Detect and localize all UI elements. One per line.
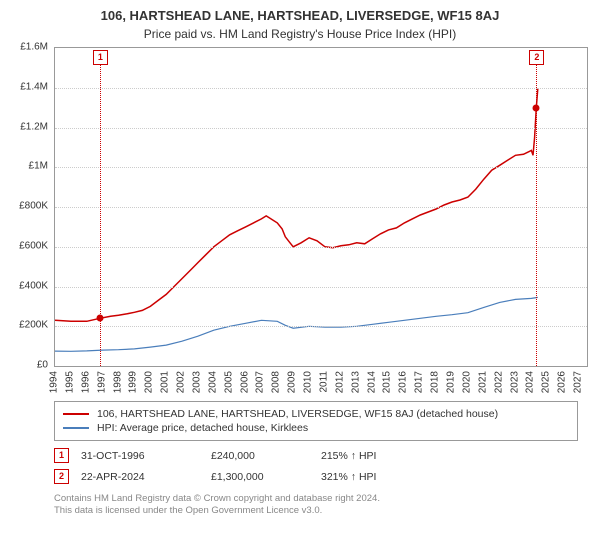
y-tick-label: £800K <box>19 201 48 212</box>
sale-row-marker: 1 <box>54 448 69 463</box>
sale-marker-dot <box>533 104 540 111</box>
legend-swatch <box>63 413 89 415</box>
x-tick-label: 2017 <box>414 371 425 393</box>
sale-marker-dot <box>96 315 103 322</box>
y-gridline <box>55 167 587 168</box>
y-tick-label: £1.2M <box>20 121 48 132</box>
x-tick-label: 2003 <box>191 371 202 393</box>
sale-row: 1 31-OCT-1996£240,000215% ↑ HPI <box>54 445 578 466</box>
y-gridline <box>55 88 587 89</box>
x-tick-label: 2026 <box>557 371 568 393</box>
x-tick-label: 1996 <box>80 371 91 393</box>
y-tick-label: £1.6M <box>20 42 48 53</box>
y-tick-label: £200K <box>19 320 48 331</box>
x-tick-label: 2009 <box>287 371 298 393</box>
x-tick-label: 2013 <box>350 371 361 393</box>
chart-area: 12 1994199519961997199819992000200120022… <box>54 47 588 395</box>
sale-date: 22-APR-2024 <box>81 471 211 483</box>
x-tick-label: 2025 <box>541 371 552 393</box>
sale-marker-number: 1 <box>93 50 108 65</box>
x-tick-label: 1995 <box>64 371 75 393</box>
sale-price: £240,000 <box>211 450 321 462</box>
x-tick-label: 2000 <box>144 371 155 393</box>
x-tick-label: 2011 <box>318 371 329 393</box>
legend-row: HPI: Average price, detached house, Kirk… <box>63 422 569 434</box>
x-tick-label: 2006 <box>239 371 250 393</box>
x-tick-label: 2008 <box>271 371 282 393</box>
chart-subtitle: Price paid vs. HM Land Registry's House … <box>0 23 600 47</box>
y-gridline <box>55 207 587 208</box>
x-axis: 1994199519961997199819992000200120022003… <box>54 367 588 395</box>
y-gridline <box>55 287 587 288</box>
sale-row-marker: 2 <box>54 469 69 484</box>
x-tick-label: 2002 <box>176 371 187 393</box>
x-tick-label: 2012 <box>334 371 345 393</box>
x-tick-label: 1997 <box>96 371 107 393</box>
series-line-hpi <box>55 297 538 351</box>
x-tick-label: 2023 <box>509 371 520 393</box>
attribution-line-2: This data is licensed under the Open Gov… <box>54 505 578 517</box>
sales-table: 1 31-OCT-1996£240,000215% ↑ HPI 2 22-APR-20… <box>54 445 578 487</box>
x-tick-label: 2010 <box>303 371 314 393</box>
x-tick-label: 2004 <box>207 371 218 393</box>
x-tick-label: 2019 <box>446 371 457 393</box>
x-tick-label: 2016 <box>398 371 409 393</box>
legend-row: 106, HARTSHEAD LANE, HARTSHEAD, LIVERSED… <box>63 408 569 420</box>
x-tick-label: 2001 <box>160 371 171 393</box>
legend-label: HPI: Average price, detached house, Kirk… <box>97 422 308 434</box>
y-tick-label: £600K <box>19 240 48 251</box>
x-tick-label: 1998 <box>112 371 123 393</box>
x-tick-label: 1994 <box>49 371 60 393</box>
x-tick-label: 2021 <box>477 371 488 393</box>
sale-row: 2 22-APR-2024£1,300,000321% ↑ HPI <box>54 466 578 487</box>
x-tick-label: 1999 <box>128 371 139 393</box>
x-tick-label: 2018 <box>430 371 441 393</box>
y-tick-label: £1.4M <box>20 81 48 92</box>
sale-hpi: 321% ↑ HPI <box>321 471 431 483</box>
x-tick-label: 2022 <box>493 371 504 393</box>
attribution: Contains HM Land Registry data © Crown c… <box>54 493 578 518</box>
x-tick-label: 2020 <box>461 371 472 393</box>
x-tick-label: 2027 <box>573 371 584 393</box>
y-gridline <box>55 128 587 129</box>
y-tick-label: £400K <box>19 280 48 291</box>
legend-label: 106, HARTSHEAD LANE, HARTSHEAD, LIVERSED… <box>97 408 498 420</box>
x-tick-label: 2024 <box>525 371 536 393</box>
x-tick-label: 2005 <box>223 371 234 393</box>
chart-container: 106, HARTSHEAD LANE, HARTSHEAD, LIVERSED… <box>0 0 600 560</box>
y-tick-label: £1M <box>29 161 48 172</box>
legend-swatch <box>63 427 89 429</box>
legend-box: 106, HARTSHEAD LANE, HARTSHEAD, LIVERSED… <box>54 401 578 441</box>
y-tick-label: £0 <box>37 360 48 371</box>
chart-title: 106, HARTSHEAD LANE, HARTSHEAD, LIVERSED… <box>0 0 600 23</box>
x-tick-label: 2014 <box>366 371 377 393</box>
sale-hpi: 215% ↑ HPI <box>321 450 431 462</box>
y-gridline <box>55 326 587 327</box>
attribution-line-1: Contains HM Land Registry data © Crown c… <box>54 493 578 505</box>
x-tick-label: 2007 <box>255 371 266 393</box>
plot-area: 12 <box>54 47 588 367</box>
x-tick-label: 2015 <box>382 371 393 393</box>
sale-price: £1,300,000 <box>211 471 321 483</box>
sale-date: 31-OCT-1996 <box>81 450 211 462</box>
sale-marker-number: 2 <box>529 50 544 65</box>
y-gridline <box>55 247 587 248</box>
